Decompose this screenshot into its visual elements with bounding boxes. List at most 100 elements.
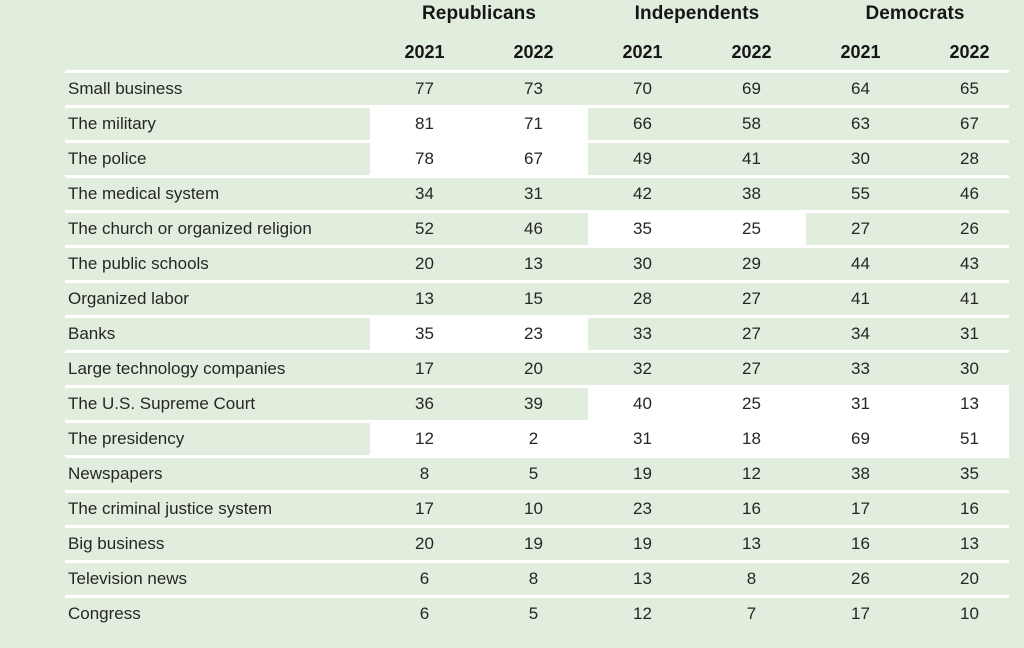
value-cell: 25: [697, 388, 806, 420]
row-label: Television news: [68, 569, 188, 588]
value-cell: 17: [415, 359, 434, 378]
value-cell: 41: [742, 149, 761, 168]
value-cell: 18: [697, 423, 806, 455]
value-cell: 16: [742, 499, 761, 518]
table-row: The presidency 12 2 31 18 69 51: [65, 420, 1024, 455]
row-label: Organized labor: [68, 289, 189, 308]
value-cell: 55: [851, 184, 870, 203]
value-cell: 30: [633, 254, 652, 273]
value-cell: 46: [960, 184, 979, 203]
value-cell: 42: [633, 184, 652, 203]
value-cell: 43: [960, 254, 979, 273]
year-header-republicans-2022: 2022: [513, 41, 554, 62]
value-cell: 30: [851, 149, 870, 168]
right-margin: [1009, 0, 1024, 648]
value-cell: 19: [633, 534, 652, 553]
value-cell: 26: [851, 569, 870, 588]
value-cell: 28: [960, 149, 979, 168]
table-row: Congress 6 5 12 7 17 10: [65, 595, 1024, 630]
value-cell: 27: [742, 289, 761, 308]
value-cell: 10: [960, 604, 979, 623]
value-cell: 6: [419, 604, 430, 623]
row-label: Banks: [68, 324, 116, 343]
value-cell: 65: [960, 79, 979, 98]
table-body: Small business 77 73 70 69 64 65 The mil…: [65, 70, 1024, 630]
value-cell: 67: [960, 114, 979, 133]
value-cell: 33: [851, 359, 870, 378]
value-cell: 31: [524, 184, 543, 203]
row-label: The military: [68, 114, 156, 133]
value-cell: 6: [419, 569, 430, 588]
table-row: The U.S. Supreme Court 36 39 40 25 31 13: [65, 385, 1024, 420]
value-cell: 5: [528, 604, 539, 623]
value-cell: 34: [851, 324, 870, 343]
value-cell: 20: [524, 359, 543, 378]
value-cell: 29: [742, 254, 761, 273]
value-cell: 31: [960, 324, 979, 343]
value-cell: 58: [742, 114, 761, 133]
table-row: Large technology companies 17 20 32 27 3…: [65, 350, 1024, 385]
value-cell: 67: [479, 143, 588, 175]
value-cell: 31: [806, 388, 915, 420]
value-cell: 34: [415, 184, 434, 203]
value-cell: 8: [419, 464, 430, 483]
row-label: The U.S. Supreme Court: [68, 394, 256, 413]
value-cell: 27: [742, 324, 761, 343]
value-cell: 27: [851, 219, 870, 238]
value-cell: 17: [851, 604, 870, 623]
value-cell: 7: [746, 604, 757, 623]
value-cell: 35: [370, 318, 479, 350]
row-label: The criminal justice system: [68, 499, 273, 518]
value-cell: 19: [633, 464, 652, 483]
value-cell: 27: [742, 359, 761, 378]
value-cell: 13: [633, 569, 652, 588]
row-label: The public schools: [68, 254, 209, 273]
table-row: The police 78 67 49 41 30 28: [65, 140, 1024, 175]
value-cell: 71: [479, 108, 588, 140]
value-cell: 2: [479, 423, 588, 455]
row-label: Large technology companies: [68, 359, 286, 378]
year-header-independents-2021: 2021: [622, 41, 663, 62]
row-label: The church or organized religion: [68, 219, 312, 238]
value-cell: 70: [633, 79, 652, 98]
table-row: Organized labor 13 15 28 27 41 41: [65, 280, 1024, 315]
column-group-independents: Independents: [634, 3, 760, 24]
value-cell: 13: [915, 388, 1024, 420]
value-cell: 38: [851, 464, 870, 483]
value-cell: 32: [633, 359, 652, 378]
value-cell: 19: [524, 534, 543, 553]
table-row: The criminal justice system 17 10 23 16 …: [65, 490, 1024, 525]
value-cell: 15: [524, 289, 543, 308]
value-cell: 52: [415, 219, 434, 238]
value-cell: 12: [370, 423, 479, 455]
value-cell: 23: [479, 318, 588, 350]
value-cell: 66: [633, 114, 652, 133]
value-cell: 16: [960, 499, 979, 518]
row-label: Small business: [68, 79, 183, 98]
value-cell: 31: [588, 423, 697, 455]
value-cell: 25: [697, 213, 806, 245]
year-header-republicans-2021: 2021: [404, 41, 445, 62]
value-cell: 12: [633, 604, 652, 623]
row-label: Congress: [68, 604, 141, 623]
table-row: Newspapers 8 5 19 12 38 35: [65, 455, 1024, 490]
value-cell: 38: [742, 184, 761, 203]
column-group-header-row: Republicans Independents Democrats: [65, 0, 1024, 25]
value-cell: 41: [851, 289, 870, 308]
value-cell: 17: [851, 499, 870, 518]
value-cell: 8: [528, 569, 539, 588]
value-cell: 16: [851, 534, 870, 553]
value-cell: 40: [588, 388, 697, 420]
row-label: Newspapers: [68, 464, 163, 483]
value-cell: 30: [960, 359, 979, 378]
value-cell: 41: [960, 289, 979, 308]
table-row: Banks 35 23 33 27 34 31: [65, 315, 1024, 350]
value-cell: 5: [528, 464, 539, 483]
value-cell: 23: [633, 499, 652, 518]
row-label: The medical system: [68, 184, 220, 203]
row-label: The police: [68, 149, 147, 168]
value-cell: 78: [370, 143, 479, 175]
value-cell: 33: [633, 324, 652, 343]
column-group-republicans: Republicans: [421, 3, 537, 24]
